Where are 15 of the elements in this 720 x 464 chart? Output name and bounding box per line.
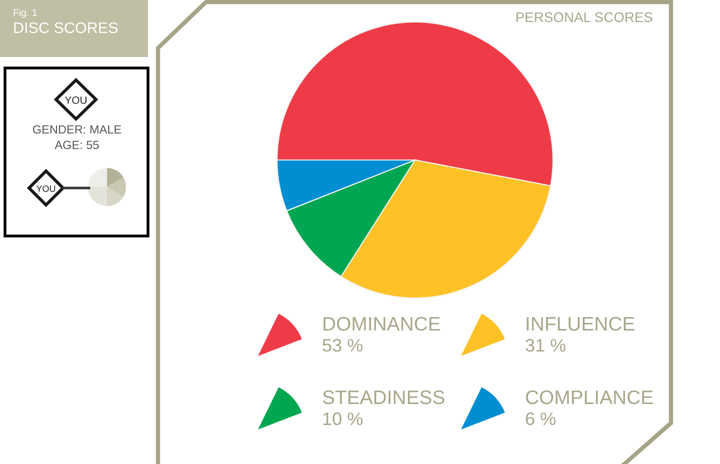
text: AGE: 55 [54,140,99,150]
legend-label: STEADINESS [322,390,444,404]
text: DISC SCORES [14,22,118,34]
text: YOU [36,185,56,192]
text: YOU [64,96,86,104]
data-label: 31 % [526,338,566,352]
data-label: 53 % [322,338,363,352]
data-label: 6 % [526,412,556,426]
text: GENDER: MALE [32,125,122,134]
legend-label: INFLUENCE [526,316,634,331]
chart-subtitle: PERSONAL SCORES [516,12,652,22]
legend-label: COMPLIANCE [526,390,653,404]
legend-label: DOMINANCE [324,316,440,331]
data-label: 10 % [323,412,363,426]
caption: Fig. 1 [14,8,37,18]
